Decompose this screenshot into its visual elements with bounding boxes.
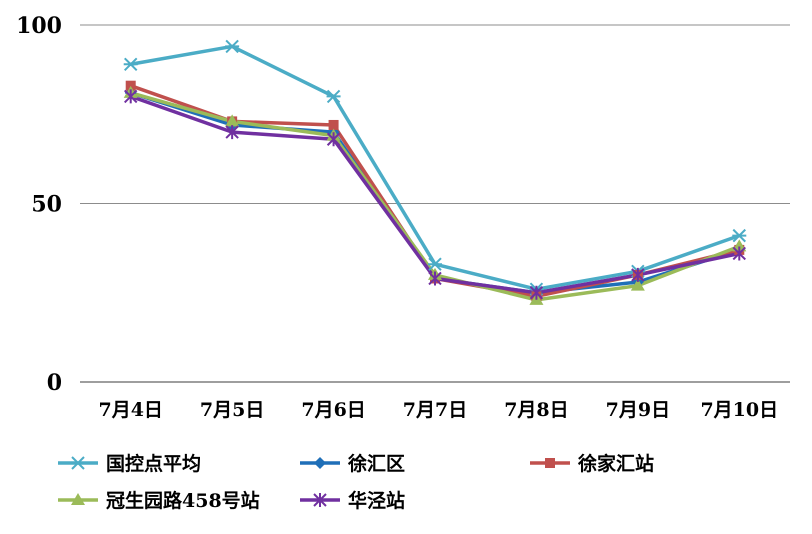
- x-axis-ticks: 7月4日 7月5日 7月6日 7月7日 7月8日 7月9日 7月10日: [98, 399, 778, 421]
- legend-item: 冠生园路458号站: [58, 489, 260, 512]
- x-tick-label: 7月7日: [403, 399, 467, 421]
- x-tick-label: 7月6日: [301, 399, 365, 421]
- data-point: [631, 267, 645, 282]
- gridlines: [80, 24, 790, 383]
- legend-marker: [545, 458, 555, 468]
- series-markers: [123, 39, 747, 305]
- legend-item: 国控点平均: [58, 452, 201, 475]
- legend-label: 国控点平均: [106, 452, 201, 475]
- y-tick-label: 0: [47, 370, 62, 396]
- data-point: [225, 125, 239, 140]
- y-tick-label: 50: [31, 192, 62, 218]
- legend-label: 徐家汇站: [577, 452, 654, 475]
- data-point: [630, 278, 645, 291]
- data-point: [428, 271, 442, 286]
- x-tick-label: 7月4日: [98, 399, 162, 421]
- legend-item: 徐家汇站: [530, 452, 654, 475]
- x-tick-label: 7月5日: [200, 399, 264, 421]
- data-point: [732, 228, 747, 243]
- data-point: [225, 39, 240, 54]
- data-point: [529, 285, 544, 300]
- legend-label: 徐汇区: [347, 452, 405, 475]
- data-point: [328, 119, 339, 130]
- legend-label: 冠生园路458号站: [106, 489, 260, 512]
- data-point: [428, 257, 442, 271]
- series-lines: [128, 44, 742, 302]
- series-line: [128, 44, 742, 291]
- data-point: [732, 246, 746, 261]
- data-point: [225, 114, 240, 127]
- legend-marker: [71, 493, 85, 505]
- data-point: [124, 89, 138, 104]
- y-tick-label: 100: [16, 13, 62, 39]
- data-point: [326, 132, 341, 147]
- data-point: [125, 80, 136, 91]
- x-tick-label: 7月9日: [606, 399, 670, 421]
- x-tick-label: 7月10日: [700, 399, 778, 421]
- legend-item: 华泾站: [300, 489, 405, 512]
- legend-marker: [71, 456, 85, 470]
- legend-marker: [314, 457, 326, 469]
- data-point: [123, 57, 138, 71]
- legend-item: 徐汇区: [300, 452, 405, 475]
- legend-marker: [313, 493, 327, 507]
- data-point: [326, 89, 341, 104]
- legend-label: 华泾站: [348, 489, 405, 512]
- data-point: [732, 239, 747, 252]
- y-axis-ticks: 0 50 100: [16, 13, 62, 396]
- x-tick-label: 7月8日: [504, 399, 568, 421]
